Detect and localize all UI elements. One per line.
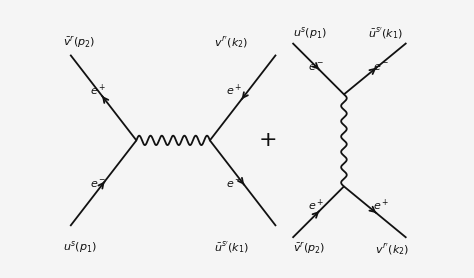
Text: $+$: $+$ [258,130,276,150]
Text: $\bar{v}^r(p_2)$: $\bar{v}^r(p_2)$ [292,241,325,256]
Text: $v^{r'}(k_2)$: $v^{r'}(k_2)$ [213,35,248,51]
Text: $\bar{v}^r(p_2)$: $\bar{v}^r(p_2)$ [63,35,95,51]
Text: $\bar{u}^{s'}(k_1)$: $\bar{u}^{s'}(k_1)$ [213,239,248,255]
Text: $e^-$: $e^-$ [91,179,107,190]
Text: $e^+$: $e^+$ [308,198,325,213]
Text: $e^+$: $e^+$ [374,198,390,213]
Text: $v^{r'}(k_2)$: $v^{r'}(k_2)$ [375,241,410,257]
Text: $\bar{u}^{s'}(k_1)$: $\bar{u}^{s'}(k_1)$ [368,25,403,41]
Text: $u^s(p_1)$: $u^s(p_1)$ [292,25,327,41]
Text: $e^-$: $e^-$ [308,62,325,73]
Text: $e^+$: $e^+$ [91,83,107,98]
Text: $e^-$: $e^-$ [227,179,243,190]
Text: $u^s(p_1)$: $u^s(p_1)$ [63,239,97,255]
Text: $e^-$: $e^-$ [374,62,390,73]
Text: $e^+$: $e^+$ [227,83,243,98]
